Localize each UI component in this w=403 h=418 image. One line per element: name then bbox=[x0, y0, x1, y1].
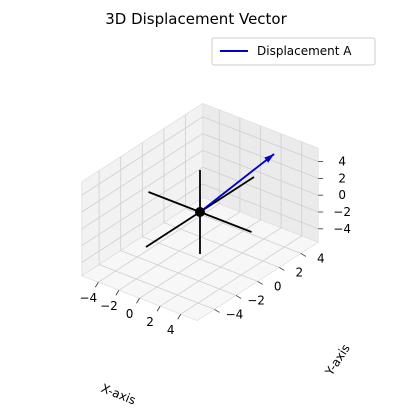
x-tick-mark bbox=[136, 298, 140, 304]
y-tick-mark bbox=[214, 309, 220, 313]
grid-line-x bbox=[118, 117, 241, 291]
x-tick-label: 4 bbox=[167, 323, 175, 337]
y-tick-label: 2 bbox=[295, 265, 303, 279]
grid-line-z bbox=[81, 116, 319, 196]
z-tick-label: 0 bbox=[338, 188, 346, 202]
legend-label: Displacement A bbox=[257, 44, 352, 58]
grid-line-x bbox=[98, 109, 220, 283]
grid-line-z bbox=[81, 166, 319, 246]
x-tick-mark bbox=[177, 314, 182, 320]
grid-line-y bbox=[141, 142, 258, 282]
grid-line-y bbox=[185, 114, 302, 254]
origin-point bbox=[195, 207, 205, 217]
y-tick-mark bbox=[279, 267, 285, 271]
grid-line-z bbox=[81, 183, 319, 263]
y-tick-label: 0 bbox=[274, 279, 282, 293]
x-tick-mark bbox=[156, 306, 161, 312]
y-tick-mark bbox=[300, 253, 307, 257]
legend-box bbox=[211, 37, 376, 66]
grid-line-x bbox=[180, 141, 303, 315]
x-tick-label: −2 bbox=[100, 299, 118, 313]
y-tick-label: 4 bbox=[317, 251, 325, 265]
y-tick-mark bbox=[235, 295, 242, 299]
y-tick-label: −4 bbox=[226, 307, 244, 321]
x-tick-mark bbox=[115, 290, 120, 296]
grid-line-x bbox=[139, 125, 261, 299]
x-tick-mark bbox=[94, 282, 99, 288]
z-tick-label: −4 bbox=[333, 222, 351, 236]
plot-area bbox=[145, 153, 275, 254]
grid-line-y bbox=[163, 128, 280, 268]
displacement-arrowhead bbox=[264, 154, 275, 163]
y-tick-mark bbox=[257, 281, 263, 285]
displacement-vector bbox=[199, 153, 275, 213]
chart-title: 3D Displacement Vector bbox=[105, 10, 287, 28]
grid-line-z bbox=[81, 149, 319, 230]
y-tick-label: −2 bbox=[247, 293, 265, 307]
x-tick-label: 0 bbox=[126, 307, 134, 321]
legend: Displacement A bbox=[211, 37, 376, 66]
grid-line-z bbox=[81, 133, 319, 213]
x-tick-label: −4 bbox=[79, 291, 97, 305]
z-tick-label: −2 bbox=[333, 205, 351, 219]
grid-line-y bbox=[120, 156, 237, 296]
z-tick-label: 2 bbox=[338, 171, 346, 185]
z-tick-label: 4 bbox=[338, 155, 346, 169]
x-axis-label: X-axis bbox=[99, 381, 138, 407]
grid-line-x bbox=[159, 133, 282, 307]
grid-lines bbox=[81, 109, 319, 315]
x-tick-label: 2 bbox=[146, 315, 154, 329]
y-axis-label: Y-axis bbox=[322, 342, 353, 379]
grid-line-y bbox=[98, 170, 215, 310]
